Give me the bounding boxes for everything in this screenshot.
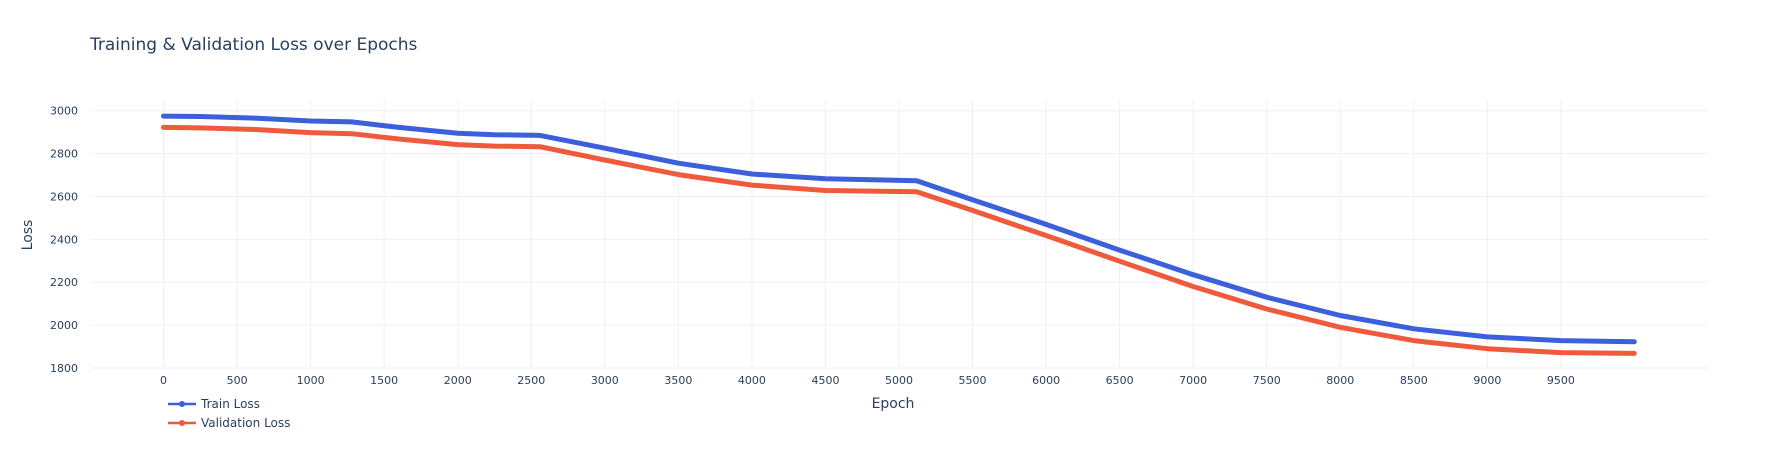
legend-marker bbox=[179, 420, 185, 426]
x-tick-label: 3000 bbox=[591, 374, 619, 387]
x-tick-label: 9000 bbox=[1473, 374, 1501, 387]
x-tick-label: 2500 bbox=[517, 374, 545, 387]
y-tick-label: 2800 bbox=[50, 148, 78, 161]
x-axis-ticks: 0 500 1000 1500 2000 2500 3000 3500 4000 4500 5000… bbox=[160, 374, 1575, 387]
x-tick-label: 1000 bbox=[297, 374, 325, 387]
x-tick-label: 5000 bbox=[885, 374, 913, 387]
legend: Train Loss Validation Loss bbox=[168, 397, 290, 430]
y-tick-label: 2400 bbox=[50, 233, 78, 246]
x-tick-label: 5500 bbox=[959, 374, 987, 387]
x-tick-label: 4000 bbox=[738, 374, 766, 387]
x-tick-label: 500 bbox=[227, 374, 248, 387]
legend-item: Validation Loss bbox=[168, 416, 290, 430]
chart-title: Training & Validation Loss over Epochs bbox=[89, 35, 418, 55]
y-tick-label: 2200 bbox=[50, 276, 78, 289]
y-tick-label: 3000 bbox=[50, 105, 78, 118]
x-tick-label: 8000 bbox=[1326, 374, 1354, 387]
x-tick-label: 2000 bbox=[444, 374, 472, 387]
x-tick-label: 3500 bbox=[664, 374, 692, 387]
legend-item: Train Loss bbox=[168, 397, 260, 411]
y-axis-label: Loss bbox=[20, 220, 36, 251]
legend-marker bbox=[179, 401, 185, 407]
series-line-validation bbox=[161, 124, 1637, 356]
x-tick-label: 6000 bbox=[1032, 374, 1060, 387]
y-tick-label: 1800 bbox=[50, 362, 78, 375]
x-tick-label: 0 bbox=[160, 374, 167, 387]
x-tick-label: 6500 bbox=[1106, 374, 1134, 387]
grid-lines bbox=[90, 100, 1708, 369]
x-tick-label: 9500 bbox=[1547, 374, 1575, 387]
series-line-train bbox=[161, 113, 1637, 345]
x-tick-label: 8500 bbox=[1400, 374, 1428, 387]
plot-series bbox=[161, 113, 1637, 356]
legend-label: Validation Loss bbox=[201, 416, 290, 430]
x-axis-label: Epoch bbox=[872, 396, 915, 412]
x-tick-label: 7500 bbox=[1253, 374, 1281, 387]
y-axis-ticks: 1800 2000 2200 2400 2600 2800 3000 bbox=[50, 105, 78, 375]
x-tick-label: 4500 bbox=[811, 374, 839, 387]
y-tick-label: 2600 bbox=[50, 190, 78, 203]
x-tick-label: 7000 bbox=[1179, 374, 1207, 387]
legend-label: Train Loss bbox=[200, 397, 260, 411]
y-tick-label: 2000 bbox=[50, 319, 78, 332]
x-tick-label: 1500 bbox=[370, 374, 398, 387]
